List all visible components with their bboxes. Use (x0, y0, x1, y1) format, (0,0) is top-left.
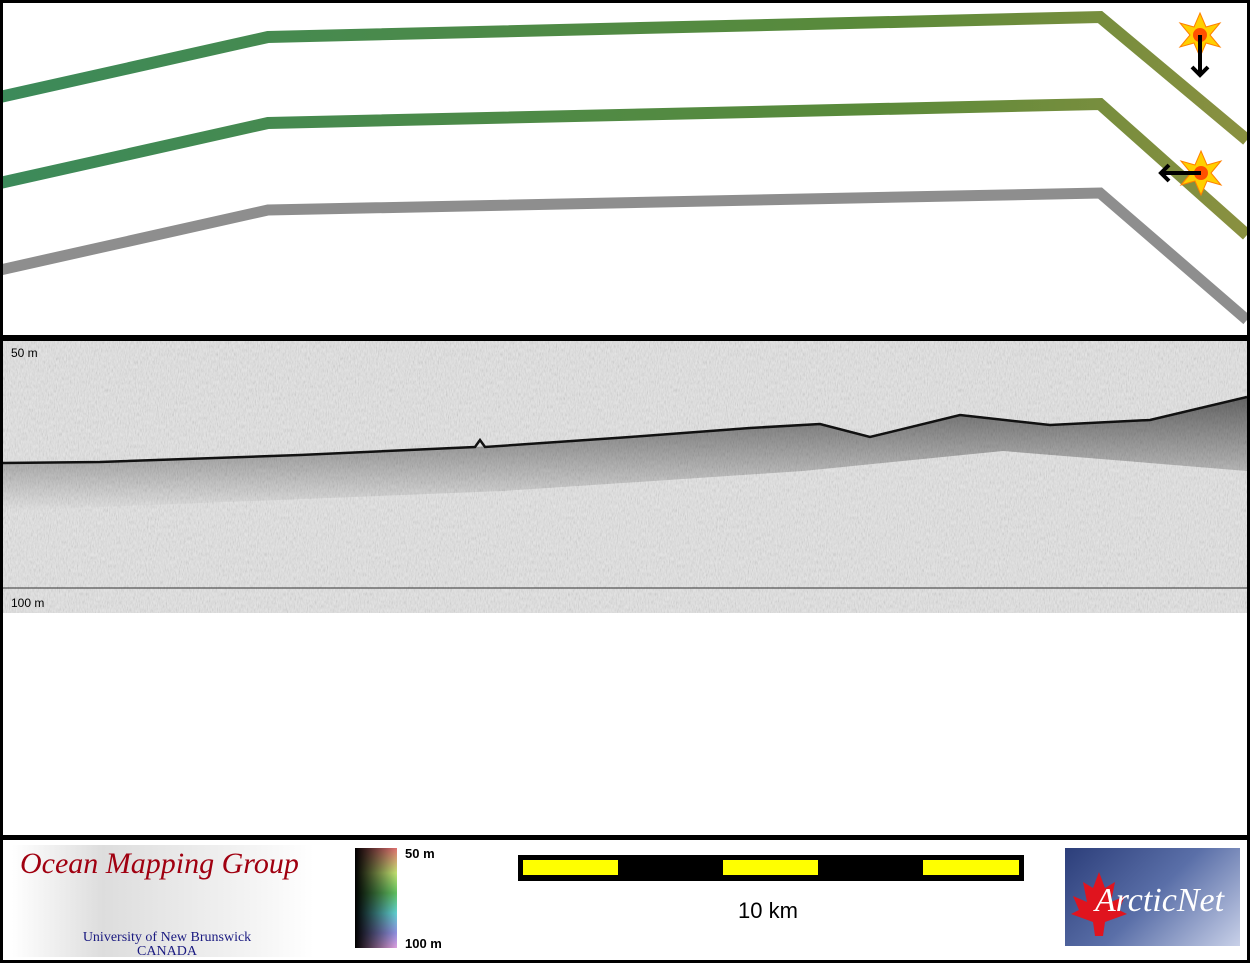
track-bathymetry-upper (0, 10, 1250, 145)
sun-light-icon (1178, 11, 1222, 78)
depth-label-top: 50 m (11, 346, 38, 360)
ocean-mapping-group-logo: Ocean Mapping Group University of New Br… (12, 845, 314, 959)
sediment-layer (3, 397, 1247, 511)
track-perspective (0, 10, 1250, 325)
footer: Ocean Mapping Group University of New Br… (3, 840, 1247, 960)
scale-label: 10 km (738, 898, 798, 923)
track-bathymetry-lower (0, 97, 1250, 240)
depth-colorbar (355, 848, 397, 948)
empty-area (3, 613, 1247, 835)
track-backscatter (0, 187, 1250, 325)
sun-light-icon (1158, 149, 1223, 197)
depth-label-bottom: 100 m (11, 596, 45, 610)
omg-title: Ocean Mapping Group (20, 847, 299, 880)
arcticnet-text: ArcticNet (1095, 882, 1225, 919)
subbottom-profile: 50 m 100 m (3, 341, 1247, 613)
arrow-down-icon (1190, 35, 1210, 78)
arcticnet-logo: ArcticNet (1065, 848, 1240, 946)
maple-leaf-icon (1071, 872, 1127, 936)
omg-subtitle: University of New Brunswick CANADA (82, 930, 252, 959)
seabed-reflector (3, 395, 1247, 465)
arrow-left-icon (1158, 163, 1201, 183)
track-3d-view (0, 3, 1250, 335)
colorbar-top-label: 50 m (405, 846, 435, 861)
colorbar-bottom-label: 100 m (405, 936, 442, 951)
profile-image (3, 341, 1247, 613)
scale-bar (518, 855, 1024, 881)
